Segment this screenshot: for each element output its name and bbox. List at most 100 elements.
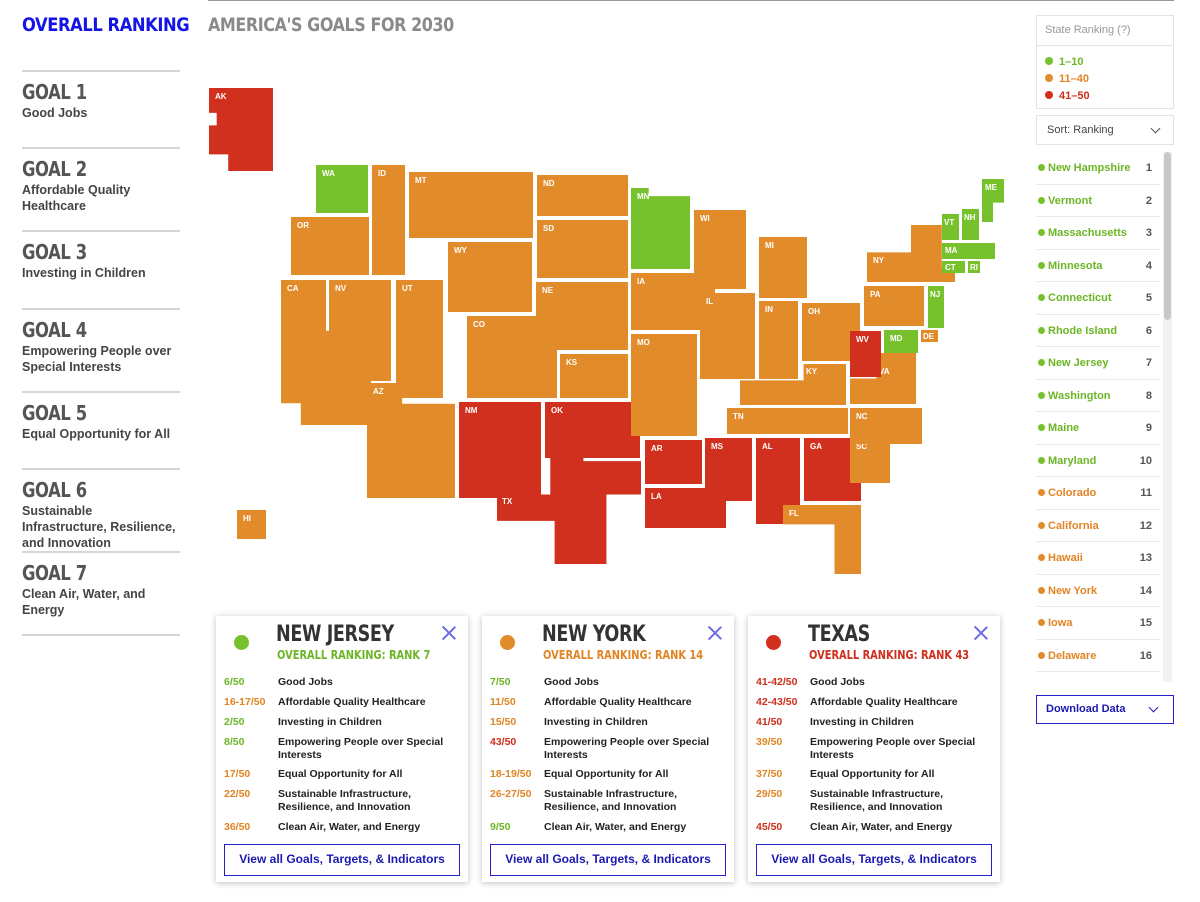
ranking-row[interactable]: Vermont 2 xyxy=(1036,185,1160,217)
close-icon[interactable] xyxy=(972,624,990,642)
state-label: WY xyxy=(454,246,467,255)
state-wv[interactable]: WV xyxy=(850,331,881,377)
ranking-row[interactable]: Massachusetts 3 xyxy=(1036,217,1160,250)
state-ut[interactable]: UT xyxy=(396,280,443,398)
ranking-number: 3 xyxy=(1145,227,1152,239)
state-wi[interactable]: WI xyxy=(694,210,746,289)
goal-score: 15/50 xyxy=(490,716,517,728)
ranking-row[interactable]: Rhode Island 6 xyxy=(1036,315,1160,347)
ranking-row[interactable]: Iowa 15 xyxy=(1036,607,1160,640)
state-sd[interactable]: SD xyxy=(537,220,628,278)
goal-score: 29/50 xyxy=(756,788,783,800)
overall-ranking-link[interactable]: OVERALL RANKING xyxy=(22,14,190,36)
ranking-row[interactable]: Maine 9 xyxy=(1036,412,1160,445)
state-ma[interactable]: MA xyxy=(942,243,995,259)
goal-7-link[interactable]: GOAL 7 Clean Air, Water, and Energy xyxy=(22,551,180,618)
state-ri[interactable]: RI xyxy=(968,261,980,273)
red-dot-icon xyxy=(1045,91,1053,99)
state-nh[interactable]: NH xyxy=(962,209,979,240)
ranking-row[interactable]: Colorado 11 xyxy=(1036,477,1160,510)
ranking-row[interactable]: Minnesota 4 xyxy=(1036,250,1160,282)
state-nc[interactable]: NC xyxy=(850,408,922,444)
goal-2-link[interactable]: GOAL 2 Affordable Quality Healthcare xyxy=(22,147,180,214)
state-ct[interactable]: CT xyxy=(942,261,965,273)
state-nd[interactable]: ND xyxy=(537,175,628,216)
state-mi[interactable]: MI xyxy=(759,237,807,298)
ranking-state-name: Colorado xyxy=(1048,487,1097,499)
ranking-row[interactable]: New Hampshire 1 xyxy=(1036,152,1160,185)
ranking-row[interactable]: California 12 xyxy=(1036,510,1160,542)
state-md[interactable]: MD xyxy=(884,330,918,353)
state-pa[interactable]: PA xyxy=(864,286,924,326)
ranking-row[interactable]: Washington 8 xyxy=(1036,380,1160,412)
state-label: SC xyxy=(856,442,868,451)
state-me[interactable]: ME xyxy=(982,179,1004,222)
state-id[interactable]: ID xyxy=(372,165,405,275)
state-or[interactable]: OR xyxy=(291,217,369,275)
state-ms[interactable]: MS xyxy=(705,438,752,501)
goal-1-link[interactable]: GOAL 1 Good Jobs xyxy=(22,70,180,121)
goal-5-link[interactable]: GOAL 5 Equal Opportunity for All xyxy=(22,391,180,442)
ranking-scrollbar[interactable] xyxy=(1163,152,1172,682)
scrollbar-thumb[interactable] xyxy=(1164,152,1171,320)
state-label: CT xyxy=(945,263,956,272)
goal-score: 6/50 xyxy=(224,676,245,688)
tier-dot-icon xyxy=(500,635,515,650)
state-ks[interactable]: KS xyxy=(560,354,628,398)
state-nm[interactable]: NM xyxy=(459,402,541,498)
download-data-button[interactable]: Download Data xyxy=(1036,695,1174,724)
state-nv[interactable]: NV xyxy=(329,280,391,381)
state-label: KS xyxy=(566,358,578,367)
state-de[interactable]: DE xyxy=(921,330,938,342)
close-icon[interactable] xyxy=(440,624,458,642)
state-ar[interactable]: AR xyxy=(645,440,702,484)
ranking-row[interactable]: Hawaii 13 xyxy=(1036,542,1160,575)
goal-6-link[interactable]: GOAL 6 Sustainable Infrastructure, Resil… xyxy=(22,468,180,551)
state-label: MT xyxy=(415,176,427,185)
state-hi[interactable]: HI xyxy=(237,510,266,539)
ranking-row[interactable]: Delaware 16 xyxy=(1036,640,1160,672)
tier-dot-icon xyxy=(1038,391,1045,399)
ranking-row[interactable]: Maryland 10 xyxy=(1036,445,1160,477)
state-fl[interactable]: FL xyxy=(783,505,861,574)
state-tn[interactable]: TN xyxy=(727,408,848,434)
goal-3-link[interactable]: GOAL 3 Investing in Children xyxy=(22,230,180,281)
state-nj[interactable]: NJ xyxy=(928,286,944,328)
goal-score: 39/50 xyxy=(756,736,783,748)
state-wa[interactable]: WA xyxy=(316,165,368,213)
state-label: RI xyxy=(970,263,978,272)
ranking-row[interactable]: New Jersey 7 xyxy=(1036,347,1160,380)
goal-4-link[interactable]: GOAL 4 Empowering People over Special In… xyxy=(22,308,180,375)
tier-dot-icon xyxy=(234,635,249,650)
state-in[interactable]: IN xyxy=(759,301,798,379)
tier-dot-icon xyxy=(1038,229,1045,236)
view-all-goals-button[interactable]: View all Goals, Targets, & Indicators xyxy=(224,844,460,876)
state-ranking-list[interactable]: New Hampshire 1 Vermont 2 Massachusetts 3 Minn… xyxy=(1036,152,1160,682)
ranking-row[interactable]: New York 14 xyxy=(1036,575,1160,607)
state-ne[interactable]: NE xyxy=(536,282,628,350)
chevron-down-icon xyxy=(1150,123,1161,134)
state-mt[interactable]: MT xyxy=(409,172,533,238)
view-all-goals-button[interactable]: View all Goals, Targets, & Indicators xyxy=(756,844,992,876)
download-label: Download Data xyxy=(1046,703,1126,715)
tier-dot-icon xyxy=(1038,164,1045,171)
tier-dot-icon xyxy=(1038,424,1045,431)
state-mo[interactable]: MO xyxy=(631,334,697,436)
state-vt[interactable]: VT xyxy=(942,214,959,240)
goal-label: Sustainable Infrastructure, Resilience, … xyxy=(810,788,944,813)
ranking-row[interactable]: Connecticut 5 xyxy=(1036,282,1160,315)
state-label: MS xyxy=(711,442,723,451)
view-all-goals-button[interactable]: View all Goals, Targets, & Indicators xyxy=(490,844,726,876)
ranking-number: 14 xyxy=(1139,584,1152,597)
state-ak[interactable]: AK xyxy=(209,88,273,171)
state-az[interactable]: AZ xyxy=(367,383,455,498)
sort-dropdown[interactable]: Sort: Ranking xyxy=(1036,115,1174,145)
legend-title[interactable]: State Ranking (?) xyxy=(1045,24,1131,36)
state-sc[interactable]: SC xyxy=(850,438,890,483)
state-mn[interactable]: MN xyxy=(631,188,690,269)
card-overall-rank: OVERALL RANKING: RANK 7 xyxy=(277,648,431,662)
close-icon[interactable] xyxy=(706,624,724,642)
state-label: IL xyxy=(706,297,714,306)
state-wy[interactable]: WY xyxy=(448,242,532,312)
state-il[interactable]: IL xyxy=(700,293,755,379)
